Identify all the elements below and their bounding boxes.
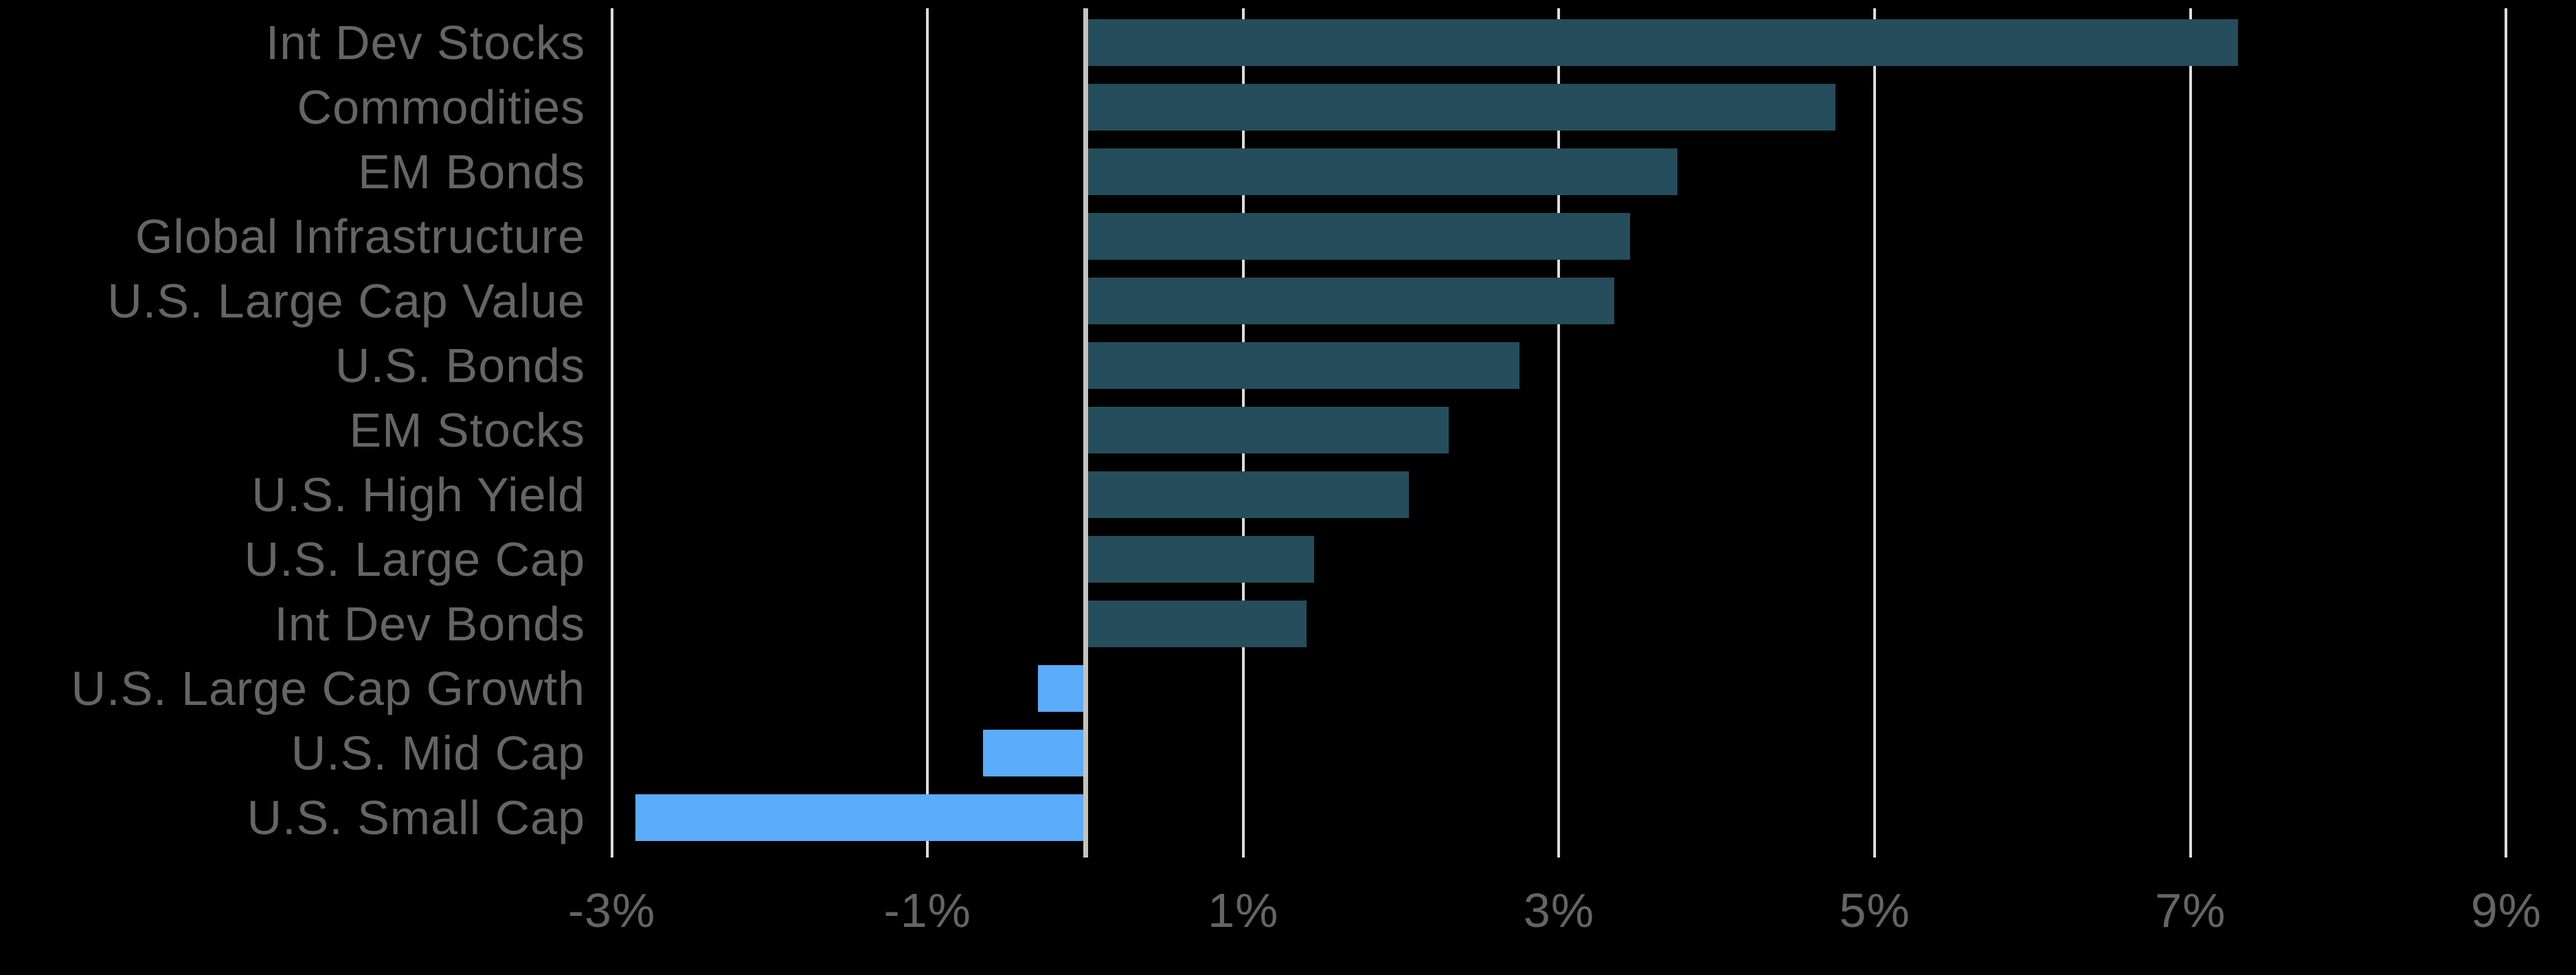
bar-u-s-large-cap (1085, 536, 1315, 583)
zero-axis-line (1083, 8, 1088, 858)
category-label-u-s-large-cap: U.S. Large Cap (244, 533, 585, 586)
grid-line-5 (1873, 8, 1877, 858)
x-tick-label-9: 9% (2470, 884, 2542, 937)
category-label-em-stocks: EM Stocks (349, 403, 585, 457)
bar-u-s-small-cap (635, 794, 1085, 841)
x-tick-label-3: 3% (1523, 884, 1595, 937)
x-tick-label-3: -3% (567, 884, 656, 937)
bar-u-s-mid-cap (982, 730, 1085, 776)
bar-em-bonds (1085, 148, 1677, 195)
bar-u-s-large-cap-value (1085, 278, 1614, 324)
category-label-commodities: Commodities (297, 80, 585, 134)
grid-line-3 (610, 8, 613, 858)
category-label-u-s-high-yield: U.S. High Yield (251, 468, 585, 522)
bar-em-stocks (1085, 407, 1449, 453)
grid-line-3 (1557, 8, 1561, 858)
category-label-global-infrastructure: Global Infrastructure (135, 210, 585, 263)
category-label-int-dev-stocks: Int Dev Stocks (265, 16, 585, 69)
x-tick-label-1: -1% (883, 884, 971, 937)
category-label-u-s-large-cap-value: U.S. Large Cap Value (107, 274, 585, 328)
bar-int-dev-bonds (1085, 601, 1307, 647)
category-label-u-s-mid-cap: U.S. Mid Cap (291, 726, 585, 780)
category-label-u-s-bonds: U.S. Bonds (335, 339, 585, 392)
bar-u-s-bonds (1085, 342, 1520, 389)
grid-line-9 (2505, 8, 2508, 858)
x-tick-label-7: 7% (2155, 884, 2226, 937)
bar-u-s-large-cap-growth (1038, 665, 1085, 712)
bar-commodities (1085, 84, 1835, 131)
category-label-u-s-large-cap-growth: U.S. Large Cap Growth (71, 662, 585, 715)
x-tick-label-5: 5% (1839, 884, 1910, 937)
bar-int-dev-stocks (1085, 19, 2238, 66)
category-label-u-s-small-cap: U.S. Small Cap (247, 791, 585, 844)
bar-global-infrastructure (1085, 213, 1630, 260)
x-tick-label-1: 1% (1208, 884, 1279, 937)
category-label-em-bonds: EM Bonds (358, 145, 585, 199)
grid-line-1 (926, 8, 929, 858)
bar-u-s-high-yield (1085, 471, 1410, 518)
grid-line-7 (2189, 8, 2192, 858)
category-label-int-dev-bonds: Int Dev Bonds (274, 597, 585, 651)
